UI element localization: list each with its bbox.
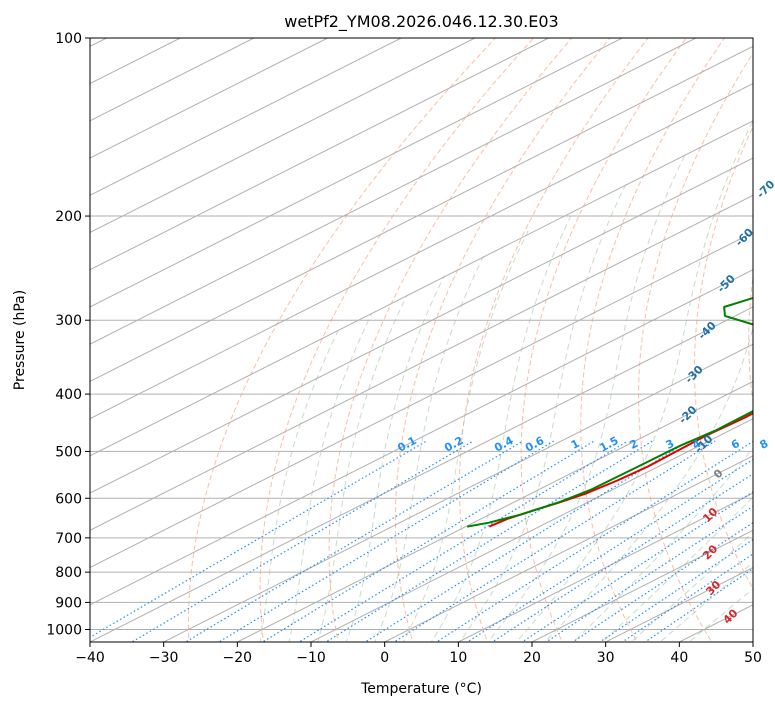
chart-title: wetPf2_YM08.2026.046.12.30.E03 <box>284 12 558 32</box>
x-tick-label: 30 <box>597 650 615 666</box>
y-tick-label: 400 <box>55 387 82 403</box>
x-axis-label: Temperature (°C) <box>360 681 482 697</box>
x-tick-label: −10 <box>296 650 326 666</box>
x-tick-label: 20 <box>523 650 541 666</box>
y-tick-label: 100 <box>55 31 82 47</box>
y-tick-label: 200 <box>55 209 82 225</box>
y-tick-label: 1000 <box>46 622 82 638</box>
y-axis-label: Pressure (hPa) <box>12 290 28 390</box>
y-tick-label: 700 <box>55 531 82 547</box>
y-tick-label: 600 <box>55 491 82 507</box>
isotherm-label: -70 <box>754 177 775 200</box>
plot-area <box>90 38 753 642</box>
mixing-ratio-label: 8 <box>758 437 771 452</box>
plot-background <box>90 38 753 642</box>
x-tick-label: 10 <box>449 650 467 666</box>
x-tick-label: 0 <box>380 650 389 666</box>
isotherm-line <box>753 38 775 642</box>
y-tick-label: 300 <box>55 313 82 329</box>
y-tick-label: 800 <box>55 565 82 581</box>
y-tick-label: 900 <box>55 595 82 611</box>
y-tick-label: 500 <box>55 444 82 460</box>
x-tick-label: 40 <box>670 650 688 666</box>
x-tick-label: −40 <box>75 650 105 666</box>
x-tick-label: −30 <box>149 650 179 666</box>
x-tick-label: −20 <box>223 650 253 666</box>
x-tick-label: 50 <box>744 650 762 666</box>
